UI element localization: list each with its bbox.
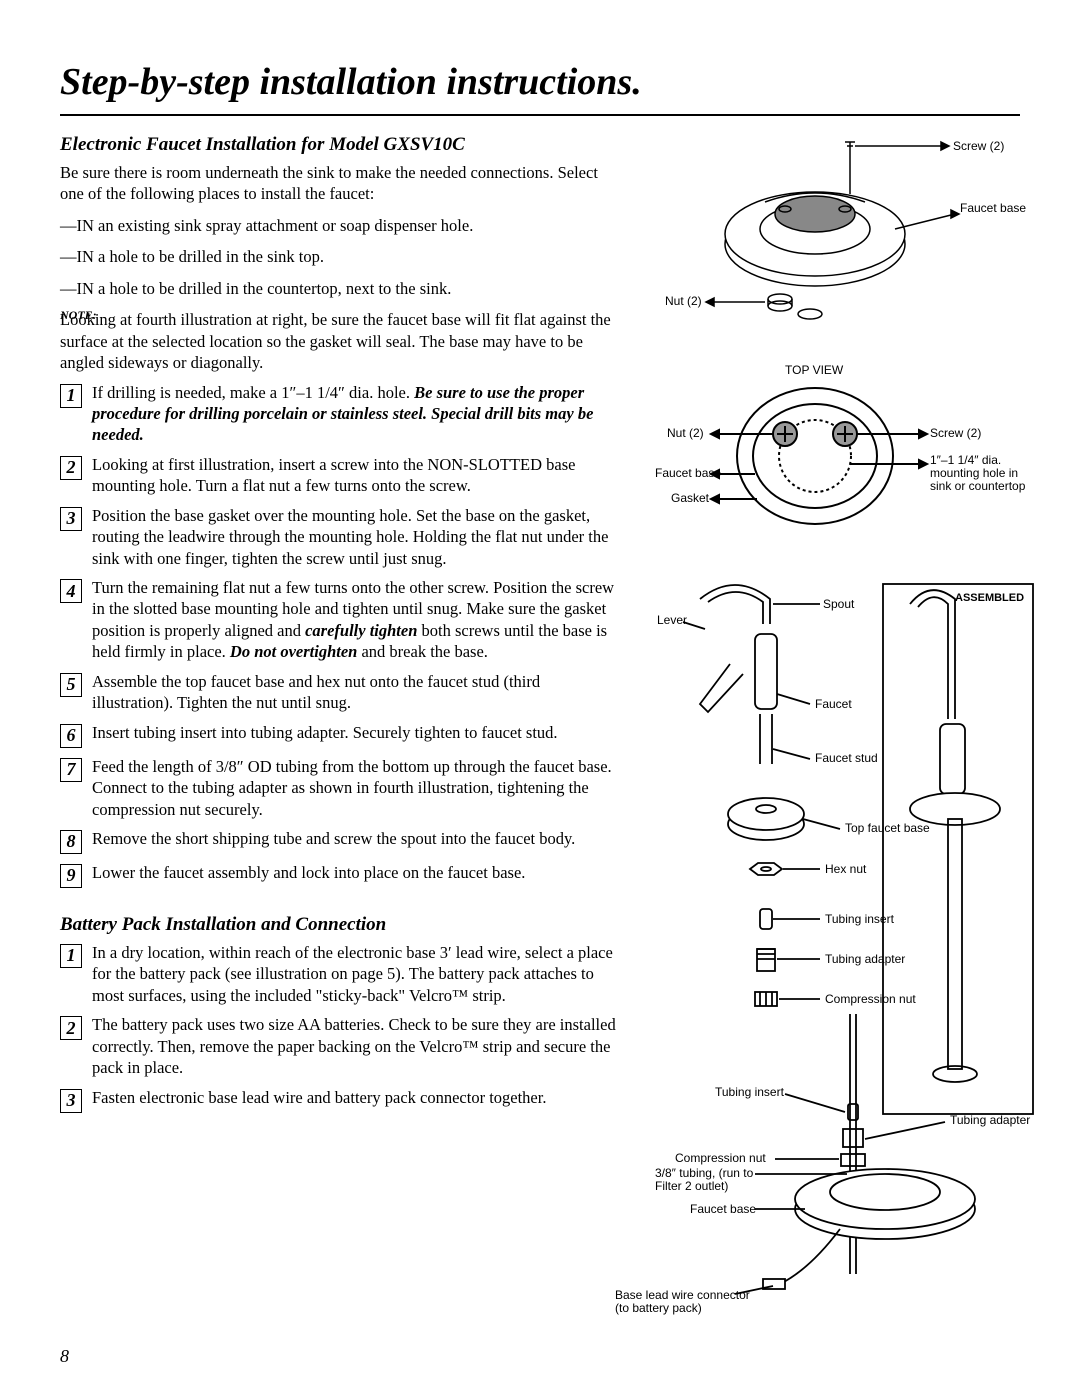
section1-title: Electronic Faucet Installation for Model… [60, 134, 625, 156]
step-number: 8 [60, 830, 82, 854]
section1-intro: Be sure there is room underneath the sin… [60, 162, 625, 205]
step-number: 3 [60, 1089, 82, 1113]
step-number: 3 [60, 507, 82, 531]
label-tubing-insert: Tubing insert [825, 913, 894, 926]
label-nut2: Nut (2) [667, 427, 704, 440]
diagram-faucet-base-exploded: Screw (2) Faucet base Nut (2) [655, 134, 1035, 334]
step: 2 Looking at first illustration, insert a… [60, 454, 625, 497]
step: 3 Fasten electronic base lead wire and ba… [60, 1087, 625, 1113]
diagram-faucet-exploded-assembled: ASSEMBLED Spout Lever Faucet Faucet stud… [655, 574, 1035, 1354]
step-text: Turn the remaining flat nut a few turns … [92, 577, 625, 663]
step: 1 If drilling is needed, make a 1″–1 1/4″… [60, 382, 625, 446]
label-tubing-adapter: Tubing adapter [825, 953, 905, 966]
step-text: Assemble the top faucet base and hex nut… [92, 671, 625, 714]
label-spout: Spout [823, 598, 854, 611]
diagram-top-view: TOP VIEW Nut (2) Screw ( [655, 364, 1035, 544]
step-text: Feed the length of 3/8″ OD tubing from t… [92, 756, 625, 820]
bullet2: —IN a hole to be drilled in the sink top… [60, 246, 625, 267]
step-number: 1 [60, 944, 82, 968]
step: 9 Lower the faucet assembly and lock into… [60, 862, 625, 888]
step-text: Fasten electronic base lead wire and bat… [92, 1087, 625, 1108]
step-text: Looking at first illustration, insert a … [92, 454, 625, 497]
section2: Battery Pack Installation and Connection… [60, 914, 625, 1113]
step-text: Remove the short shipping tube and screw… [92, 828, 625, 849]
step-number: 2 [60, 1016, 82, 1040]
step: 4 Turn the remaining flat nut a few turns… [60, 577, 625, 663]
step: 8 Remove the short shipping tube and scre… [60, 828, 625, 854]
label-faucet-stud: Faucet stud [815, 752, 878, 765]
label-top-view-title: TOP VIEW [785, 364, 843, 377]
label-tubing: 3/8″ tubing, (run to Filter 2 outlet) [655, 1167, 755, 1193]
step-text: Position the base gasket over the mounti… [92, 505, 625, 569]
step: 7 Feed the length of 3/8″ OD tubing from … [60, 756, 625, 820]
label-gasket: Gasket [671, 492, 709, 505]
step-text: Insert tubing insert into tubing adapter… [92, 722, 625, 743]
step: 2 The battery pack uses two size AA batte… [60, 1014, 625, 1078]
step-number: 9 [60, 864, 82, 888]
page-title: Step-by-step installation instructions. [60, 60, 1020, 116]
label-assembled: ASSEMBLED [955, 592, 1024, 604]
section2-steps: 1 In a dry location, within reach of the … [60, 942, 625, 1113]
section2-title: Battery Pack Installation and Connection [60, 914, 625, 936]
step-number: 4 [60, 579, 82, 603]
step-number: 5 [60, 673, 82, 697]
step-text: The battery pack uses two size AA batter… [92, 1014, 625, 1078]
step-number: 1 [60, 384, 82, 408]
right-column: Screw (2) Faucet base Nut (2) TOP VIEW [655, 134, 1035, 1384]
content-row: Electronic Faucet Installation for Model… [60, 134, 1020, 1384]
label-hole: 1″–1 1/4″ dia. mounting hole in sink or … [930, 454, 1030, 494]
step-text: Lower the faucet assembly and lock into … [92, 862, 625, 883]
label-faucet-base2: Faucet base [655, 467, 721, 480]
label-tubing-adapter2: Tubing adapter [950, 1114, 1030, 1127]
label-compression-nut: Compression nut [825, 993, 916, 1006]
label-hex-nut: Hex nut [825, 863, 866, 876]
label-faucet: Faucet [815, 698, 852, 711]
section1-steps: 1 If drilling is needed, make a 1″–1 1/4″… [60, 382, 625, 888]
label-compression-nut2: Compression nut [675, 1152, 766, 1165]
label-lever: Lever [657, 614, 687, 627]
label-screw2: Screw (2) [930, 427, 981, 440]
label-connector: Base lead wire connector (to battery pac… [615, 1289, 755, 1315]
step-text: In a dry location, within reach of the e… [92, 942, 625, 1006]
label-faucet-base3: Faucet base [690, 1203, 756, 1216]
page-number: 8 [60, 1346, 69, 1367]
label-top-faucet-base: Top faucet base [845, 822, 930, 835]
step: 3 Position the base gasket over the mount… [60, 505, 625, 569]
label-screw: Screw (2) [953, 140, 1004, 153]
section1-note: NOTE: Looking at fourth illustration at … [60, 309, 625, 373]
bullet3: —IN a hole to be drilled in the countert… [60, 278, 625, 299]
step: 5 Assemble the top faucet base and hex nu… [60, 671, 625, 714]
step-number: 7 [60, 758, 82, 782]
step-number: 2 [60, 456, 82, 480]
label-tubing-insert2: Tubing insert [715, 1086, 784, 1099]
step-number: 6 [60, 724, 82, 748]
step: 1 In a dry location, within reach of the … [60, 942, 625, 1006]
label-nut: Nut (2) [665, 295, 702, 308]
label-faucet-base: Faucet base [960, 202, 1026, 215]
step-text: If drilling is needed, make a 1″–1 1/4″ … [92, 382, 625, 446]
left-column: Electronic Faucet Installation for Model… [60, 134, 625, 1384]
bullet1: —IN an existing sink spray attachment or… [60, 215, 625, 236]
step: 6 Insert tubing insert into tubing adapte… [60, 722, 625, 748]
